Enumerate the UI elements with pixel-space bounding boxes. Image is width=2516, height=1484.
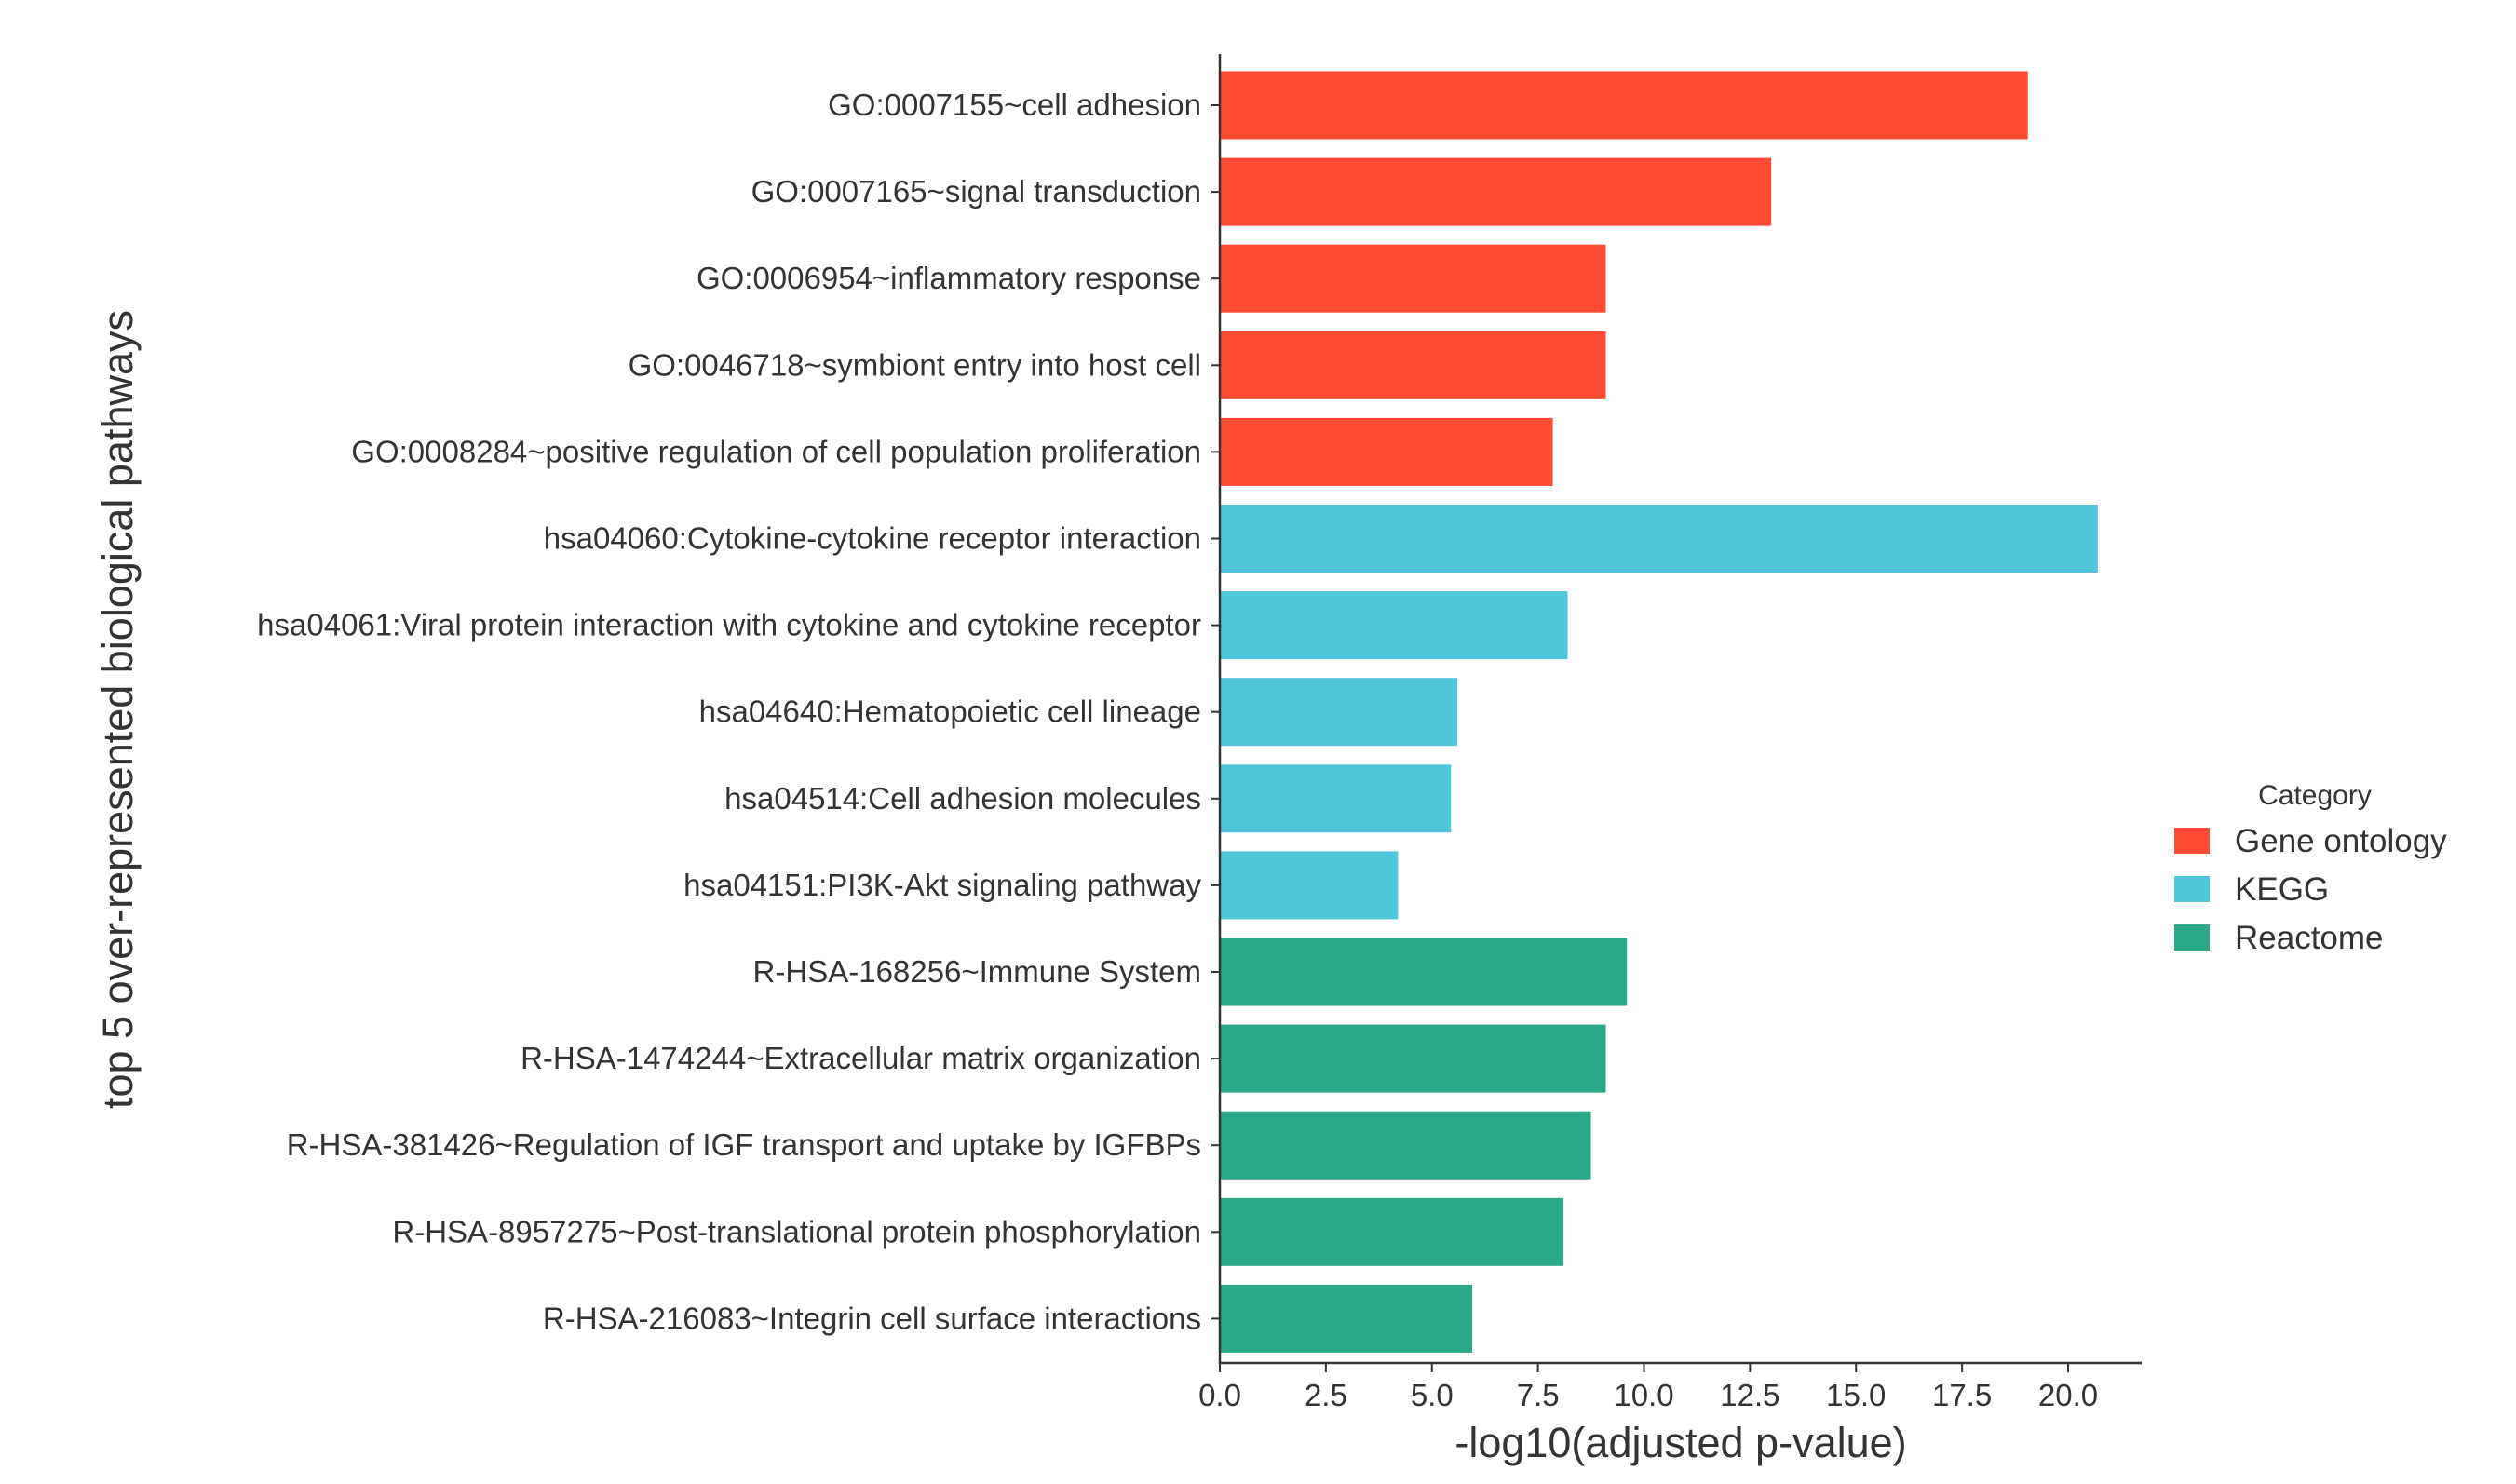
y-tick-label: GO:0007155~cell adhesion [828,88,1201,122]
x-tick-label: 10.0 [1614,1378,1673,1412]
y-tick-label: hsa04060:Cytokine-cytokine receptor inte… [544,521,1201,556]
y-tick-label: R-HSA-381426~Regulation of IGF transport… [287,1127,1201,1162]
y-axis-label: top 5 over-represented biological pathwa… [94,310,142,1109]
y-tick-label: R-HSA-1474244~Extracellular matrix organ… [521,1041,1201,1075]
x-tick-label: 2.5 [1305,1378,1347,1412]
x-tick-label: 15.0 [1826,1378,1886,1412]
y-tick-label: R-HSA-8957275~Post-translational protein… [392,1214,1201,1248]
x-tick-label: 5.0 [1411,1378,1454,1412]
bar [1220,764,1452,833]
x-tick-label: 12.5 [1720,1378,1779,1412]
bar [1220,1024,1606,1093]
x-axis-label: -log10(adjusted p-value) [1454,1419,1906,1466]
x-tick-label: 17.5 [1932,1378,1992,1412]
bar [1220,331,1606,399]
y-tick-label: GO:0007165~signal transduction [751,174,1201,209]
legend-swatch [2174,924,2210,951]
bar [1220,71,2028,140]
x-tick-label: 7.5 [1517,1378,1560,1412]
bar [1220,938,1628,1006]
bar [1220,244,1606,313]
x-tick-label: 20.0 [2038,1378,2098,1412]
y-tick-label: GO:0006954~inflammatory response [697,261,1201,295]
y-tick-label: R-HSA-216083~Integrin cell surface inter… [543,1301,1201,1335]
y-tick-label: GO:0046718~symbiont entry into host cell [629,347,1201,382]
y-tick-label: GO:0008284~positive regulation of cell p… [351,434,1201,468]
y-tick-label: hsa04514:Cell adhesion molecules [724,781,1201,816]
bar [1220,417,1553,486]
legend-entry: Reactome [2235,920,2384,956]
legend-swatch [2174,828,2210,854]
bar [1220,591,1568,660]
bar [1220,1197,1563,1266]
legend-swatch [2174,876,2210,902]
y-tick-label: hsa04640:Hematopoietic cell lineage [699,695,1201,729]
y-tick-label: hsa04061:Viral protein interaction with … [257,608,1201,642]
legend-entry: Gene ontology [2235,823,2447,859]
y-tick-label: hsa04151:PI3K-Akt signaling pathway [683,868,1201,902]
bar [1220,1111,1591,1180]
bar [1220,678,1458,747]
legend: Category Gene ontology KEGG Reactome [2174,780,2447,956]
bar [1220,157,1772,226]
x-tick-label: 0.0 [1198,1378,1241,1412]
legend-title: Category [2258,780,2372,811]
bar [1220,1284,1473,1353]
legend-entry: KEGG [2235,871,2329,908]
bar [1220,505,2098,573]
y-tick-label: R-HSA-168256~Immune System [753,954,1201,989]
bar [1220,851,1399,920]
